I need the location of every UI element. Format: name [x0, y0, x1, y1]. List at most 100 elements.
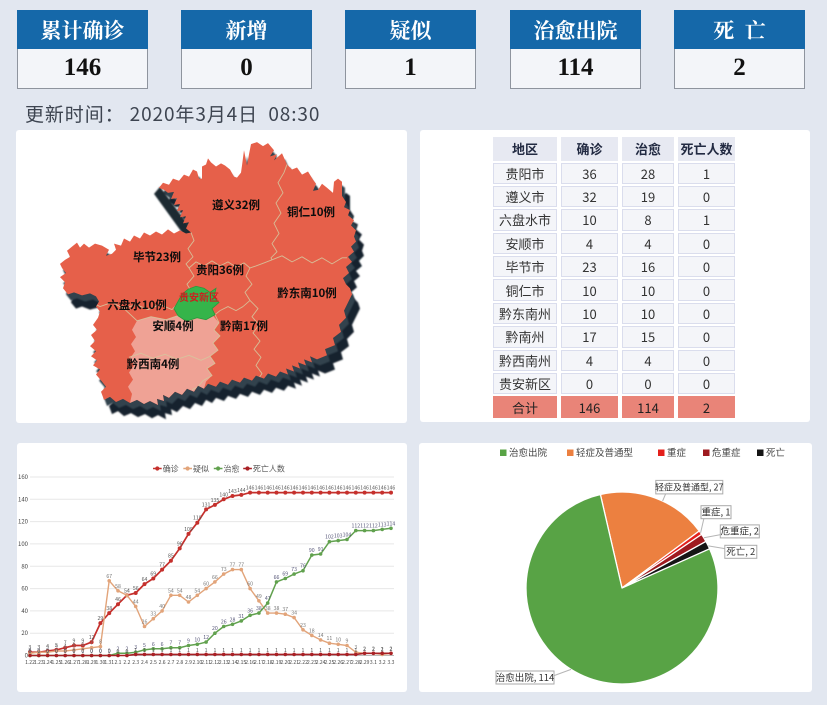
svg-text:5: 5: [73, 642, 76, 649]
svg-text:2.15: 2.15: [236, 659, 246, 666]
svg-text:4: 4: [55, 643, 58, 650]
svg-text:0: 0: [90, 648, 93, 655]
svg-text:2: 2: [390, 646, 393, 653]
svg-text:146: 146: [334, 485, 343, 492]
svg-text:2.28: 2.28: [351, 659, 361, 666]
svg-text:1: 1: [381, 646, 384, 653]
svg-text:146: 146: [343, 485, 352, 492]
svg-text:疑似: 疑似: [193, 463, 209, 474]
svg-text:146: 146: [281, 485, 290, 492]
svg-text:1: 1: [231, 647, 234, 654]
svg-text:2.17: 2.17: [254, 659, 264, 666]
svg-text:11: 11: [327, 635, 333, 642]
svg-text:1.27: 1.27: [69, 659, 79, 666]
svg-text:1: 1: [302, 647, 305, 654]
svg-text:0: 0: [81, 648, 84, 655]
svg-text:0: 0: [108, 648, 111, 655]
svg-text:危重症: 危重症: [712, 445, 741, 459]
svg-text:69: 69: [282, 571, 288, 578]
svg-text:146: 146: [351, 485, 360, 492]
svg-text:3.2: 3.2: [379, 659, 386, 666]
svg-text:100: 100: [18, 539, 29, 548]
svg-text:131: 131: [202, 501, 211, 508]
svg-text:0: 0: [99, 648, 102, 655]
svg-text:2.20: 2.20: [280, 659, 290, 666]
svg-text:7: 7: [90, 640, 93, 647]
svg-text:死亡: 死亡: [766, 445, 785, 459]
svg-text:34: 34: [291, 610, 297, 617]
svg-text:0: 0: [25, 651, 29, 660]
svg-text:2.6: 2.6: [159, 659, 166, 666]
svg-text:6: 6: [81, 641, 84, 648]
svg-text:104: 104: [343, 532, 352, 539]
svg-text:146: 146: [316, 485, 325, 492]
svg-text:1: 1: [346, 647, 349, 654]
svg-text:2.5: 2.5: [150, 659, 157, 666]
svg-text:10: 10: [335, 636, 341, 643]
svg-text:2.2: 2.2: [123, 659, 130, 666]
svg-text:38: 38: [256, 605, 262, 612]
svg-text:12: 12: [89, 634, 95, 641]
svg-text:黔西南4例: 黔西南4例: [127, 356, 180, 372]
svg-text:1: 1: [284, 647, 287, 654]
svg-text:5: 5: [55, 642, 58, 649]
svg-text:0: 0: [81, 648, 84, 655]
svg-text:1: 1: [169, 647, 172, 654]
svg-text:1.24: 1.24: [43, 659, 53, 666]
svg-text:2.24: 2.24: [316, 659, 326, 666]
svg-text:135: 135: [211, 497, 220, 504]
svg-text:2.14: 2.14: [228, 659, 238, 666]
svg-text:29: 29: [98, 615, 104, 622]
svg-text:1: 1: [266, 647, 269, 654]
svg-text:46: 46: [115, 596, 121, 603]
svg-text:0: 0: [55, 648, 58, 655]
svg-text:6: 6: [152, 641, 155, 648]
svg-text:140: 140: [18, 494, 29, 503]
svg-text:80: 80: [21, 561, 28, 570]
svg-text:0: 0: [37, 648, 40, 655]
svg-text:38: 38: [265, 605, 271, 612]
svg-text:160: 160: [18, 472, 29, 481]
svg-text:3: 3: [29, 644, 32, 651]
svg-text:3: 3: [37, 644, 40, 651]
svg-text:安顺4例: 安顺4例: [152, 318, 193, 334]
svg-text:143: 143: [228, 488, 237, 495]
svg-text:0: 0: [29, 648, 32, 655]
svg-text:2.16: 2.16: [245, 659, 255, 666]
svg-text:20: 20: [212, 625, 218, 632]
svg-text:1.31: 1.31: [104, 659, 114, 666]
svg-text:0: 0: [64, 648, 67, 655]
svg-text:2.1: 2.1: [115, 659, 122, 666]
svg-text:112: 112: [369, 523, 378, 530]
svg-text:14: 14: [318, 632, 324, 639]
svg-text:140: 140: [219, 491, 228, 498]
svg-text:26: 26: [221, 619, 227, 626]
svg-text:2.9: 2.9: [185, 659, 192, 666]
svg-text:2.21: 2.21: [289, 659, 299, 666]
svg-text:146: 146: [263, 485, 272, 492]
svg-text:3: 3: [46, 644, 49, 651]
svg-text:2.23: 2.23: [307, 659, 317, 666]
svg-text:66: 66: [274, 574, 280, 581]
svg-text:77: 77: [238, 562, 244, 569]
svg-text:85: 85: [168, 553, 174, 560]
svg-text:9: 9: [346, 638, 349, 645]
svg-text:2.19: 2.19: [272, 659, 282, 666]
svg-text:1.23: 1.23: [34, 659, 44, 666]
svg-text:119: 119: [193, 515, 202, 522]
svg-text:1: 1: [240, 647, 243, 654]
svg-text:60: 60: [247, 581, 253, 588]
svg-text:黔南17例: 黔南17例: [220, 318, 268, 334]
svg-text:治愈: 治愈: [224, 463, 240, 474]
svg-text:31: 31: [238, 613, 244, 620]
svg-text:2: 2: [381, 646, 384, 653]
svg-text:1: 1: [134, 647, 137, 654]
svg-text:3.1: 3.1: [370, 659, 377, 666]
svg-text:0: 0: [90, 648, 93, 655]
svg-text:113: 113: [378, 521, 387, 528]
svg-text:确诊: 确诊: [163, 463, 179, 474]
svg-text:2: 2: [390, 645, 393, 652]
svg-text:20: 20: [21, 628, 28, 637]
svg-text:7: 7: [169, 640, 172, 647]
svg-text:2.8: 2.8: [176, 659, 183, 666]
